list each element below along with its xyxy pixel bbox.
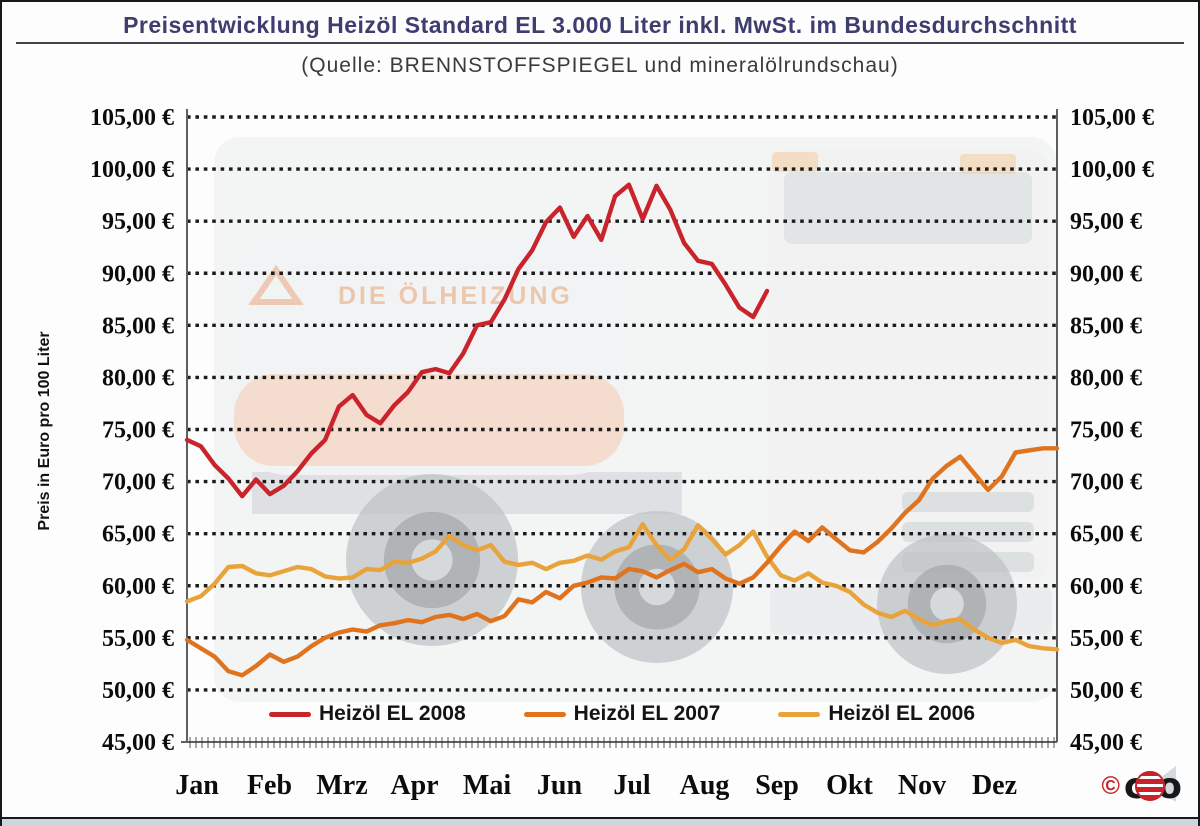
legend-label: Heizöl EL 2007 xyxy=(573,702,721,725)
y-tick-label-right: 65,00 € xyxy=(1070,522,1142,548)
y-tick-label-left: 105,00 € xyxy=(90,105,174,131)
y-tick-label-right: 60,00 € xyxy=(1070,574,1142,600)
month-label: Feb xyxy=(247,770,292,801)
month-label: Jun xyxy=(537,770,583,801)
series-line-2008 xyxy=(184,182,770,499)
y-tick-label-left: 80,00 € xyxy=(102,365,174,391)
month-label: Nov xyxy=(898,770,946,801)
month-label: Apr xyxy=(390,770,438,801)
month-label: Jan xyxy=(175,770,219,801)
y-tick-label-right: 75,00 € xyxy=(1070,418,1142,444)
truck-watermark: DIE ÖLHEIZUNG xyxy=(214,137,1057,702)
y-tick-label-right: 80,00 € xyxy=(1070,365,1142,391)
watermark-text: DIE ÖLHEIZUNG xyxy=(338,281,573,310)
legend-swatch xyxy=(778,711,821,717)
month-label: Okt xyxy=(826,770,873,801)
y-tick-label-left: 55,00 € xyxy=(102,626,174,652)
legend-item-2008: Heizöl EL 2008 xyxy=(268,702,466,726)
month-label: Dez xyxy=(972,770,1017,801)
y-tick-label-left: 60,00 € xyxy=(102,574,174,600)
page-subtitle: (Quelle: BRENNSTOFFSPIEGEL und mineralöl… xyxy=(301,54,899,77)
legend-label: Heizöl EL 2006 xyxy=(828,702,976,725)
y-tick-label-right: 45,00 € xyxy=(1070,730,1142,756)
y-tick-label-left: 85,00 € xyxy=(102,313,174,339)
y-tick-label-left: 95,00 € xyxy=(102,209,174,235)
y-tick-label-left: 90,00 € xyxy=(102,261,174,287)
y-tick-label-right: 55,00 € xyxy=(1070,626,1142,652)
y-tick-label-left: 75,00 € xyxy=(102,418,174,444)
month-label: Mai xyxy=(463,770,511,801)
legend-swatch xyxy=(268,711,311,717)
y-axis-title: Preis in Euro pro 100 Liter xyxy=(36,331,53,531)
y-tick-label-right: 70,00 € xyxy=(1070,470,1142,496)
legend-swatch xyxy=(523,711,566,717)
series-line-2007 xyxy=(184,446,1060,678)
publisher-logo: © c o xyxy=(1102,764,1183,808)
logo-euro-ball-icon xyxy=(1135,771,1166,801)
legend-item-2006: Heizöl EL 2006 xyxy=(778,702,975,726)
month-label: Jul xyxy=(613,770,651,801)
copyright-icon: © xyxy=(1101,771,1120,800)
legend-item-2007: Heizöl EL 2007 xyxy=(523,702,721,726)
series-line-2006 xyxy=(184,522,1060,652)
y-tick-label-left: 45,00 € xyxy=(102,730,174,756)
legend: Heizöl EL 2008 Heizöl EL 2007 Heizöl EL 20… xyxy=(187,699,1057,729)
y-tick-label-right: 90,00 € xyxy=(1070,261,1142,287)
y-tick-label-right: 85,00 € xyxy=(1070,313,1142,339)
month-label: Sep xyxy=(755,770,799,801)
legend-label: Heizöl EL 2008 xyxy=(318,702,466,725)
y-tick-label-left: 100,00 € xyxy=(90,157,174,183)
y-tick-label-right: 95,00 € xyxy=(1070,209,1142,235)
y-tick-label-right: 50,00 € xyxy=(1070,678,1142,704)
month-label: Mrz xyxy=(316,770,367,801)
y-tick-label-right: 100,00 € xyxy=(1070,157,1154,183)
title-rule xyxy=(16,42,1184,44)
y-tick-label-right: 105,00 € xyxy=(1070,105,1154,131)
y-tick-label-left: 70,00 € xyxy=(102,470,174,496)
bottom-edge-strip xyxy=(2,817,1198,826)
y-tick-label-left: 65,00 € xyxy=(102,522,174,548)
page-title: Preisentwicklung Heizöl Standard EL 3.00… xyxy=(123,12,1077,38)
month-label: Aug xyxy=(680,770,730,801)
y-tick-label-left: 50,00 € xyxy=(102,678,174,704)
